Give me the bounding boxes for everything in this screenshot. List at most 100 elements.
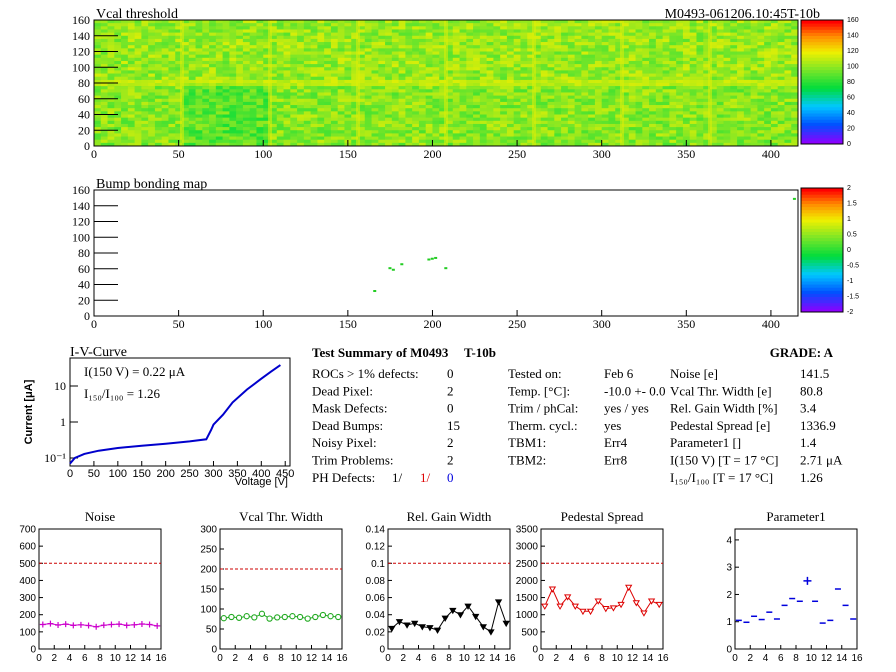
map1-pixel bbox=[459, 111, 467, 115]
map1-pixel bbox=[682, 29, 690, 33]
map1-pixel bbox=[229, 54, 237, 59]
map1-pixel bbox=[777, 89, 785, 93]
map1-pixel bbox=[161, 101, 169, 106]
map1-pixel bbox=[229, 114, 237, 118]
map1-pixel bbox=[398, 64, 406, 68]
map1-pixel bbox=[344, 76, 352, 81]
map1-pixel bbox=[100, 120, 108, 125]
map1-pixel bbox=[330, 73, 338, 77]
map1-pixel bbox=[364, 127, 372, 131]
map1-pixel bbox=[154, 73, 162, 77]
iv-ylabel: Current [μA] bbox=[23, 379, 35, 444]
map1-pixel bbox=[297, 48, 305, 52]
map1-pixel bbox=[628, 142, 636, 146]
map1-palette-band bbox=[801, 122, 843, 126]
map1-pixel bbox=[581, 29, 589, 33]
chart-point bbox=[47, 620, 54, 627]
map1-pixel bbox=[195, 142, 203, 146]
map2-xtick-label: 0 bbox=[91, 317, 97, 331]
map1-pixel bbox=[188, 20, 196, 24]
map1-pixel bbox=[581, 67, 589, 71]
map1-pixel bbox=[337, 123, 345, 128]
map1-pixel bbox=[317, 23, 325, 27]
map1-pixel bbox=[195, 73, 203, 77]
map1-pixel bbox=[385, 108, 393, 112]
map1-pixel bbox=[615, 23, 623, 27]
map1-pixel bbox=[791, 42, 798, 46]
map1-pixel bbox=[317, 45, 325, 49]
map1-pixel bbox=[784, 48, 792, 52]
map1-pixel bbox=[520, 105, 528, 109]
map1-pixel bbox=[330, 123, 338, 128]
map1-pixel bbox=[479, 35, 487, 40]
map1-pixel bbox=[459, 51, 467, 55]
map1-pixel bbox=[473, 51, 481, 55]
map1-pixel bbox=[459, 70, 467, 74]
summary-col3-value: 3.4 bbox=[800, 401, 817, 416]
map1-pixel bbox=[127, 89, 135, 93]
map1-pixel bbox=[561, 136, 569, 140]
map1-pixel bbox=[161, 111, 169, 115]
map1-pixel bbox=[141, 86, 149, 90]
map1-pixel bbox=[303, 51, 311, 55]
map1-pixel bbox=[215, 101, 223, 106]
map2-palette-label: 1.5 bbox=[847, 201, 857, 208]
map1-pixel bbox=[188, 89, 196, 93]
map1-pixel bbox=[486, 133, 494, 137]
map1-pixel bbox=[479, 127, 487, 131]
map1-pixel bbox=[337, 60, 345, 65]
chart-point bbox=[617, 601, 625, 609]
map1-pixel bbox=[486, 57, 494, 62]
map1-pixel bbox=[229, 70, 237, 74]
map1-pixel bbox=[195, 123, 203, 128]
map1-pixel bbox=[364, 45, 372, 49]
map1-pixel bbox=[371, 101, 379, 106]
map1-pixel bbox=[527, 29, 535, 33]
summary-col3-value: 80.8 bbox=[800, 383, 823, 398]
map1-pixel bbox=[662, 98, 670, 103]
chart-xtick-label: 0 bbox=[732, 653, 738, 664]
chart-point bbox=[556, 603, 564, 610]
map1-pixel bbox=[655, 117, 663, 122]
map1-pixel bbox=[791, 60, 798, 65]
map1-pixel bbox=[561, 95, 569, 100]
map1-pixel bbox=[703, 95, 711, 100]
map1-pixel bbox=[242, 23, 250, 27]
map1-pixel bbox=[100, 54, 108, 59]
map1-pixel bbox=[107, 139, 115, 144]
map1-pixel bbox=[141, 70, 149, 74]
map1-pixel bbox=[628, 136, 636, 140]
map1-pixel bbox=[784, 29, 792, 33]
map1-pixel bbox=[581, 101, 589, 106]
map1-palette-band bbox=[801, 20, 843, 24]
map1-pixel bbox=[276, 123, 284, 128]
map1-pixel bbox=[635, 45, 643, 49]
map1-pixel bbox=[256, 73, 264, 77]
map1-pixel bbox=[161, 133, 169, 137]
map1-pixel bbox=[493, 32, 501, 37]
map1-pixel bbox=[148, 45, 156, 49]
map1-pixel bbox=[263, 114, 271, 118]
map1-pixel bbox=[561, 45, 569, 49]
map1-pixel bbox=[540, 123, 548, 128]
map1-pixel bbox=[608, 139, 616, 144]
map1-pixel bbox=[446, 54, 454, 59]
map1-pixel bbox=[364, 20, 372, 24]
map1-pixel bbox=[175, 57, 183, 62]
map1-pixel bbox=[615, 42, 623, 46]
map1-pixel bbox=[405, 123, 413, 128]
map1-pixel bbox=[628, 89, 636, 93]
map1-pixel bbox=[500, 89, 508, 93]
map1-pixel bbox=[622, 70, 630, 74]
map1-pixel bbox=[412, 98, 420, 103]
map1-palette-band bbox=[801, 97, 843, 102]
map1-pixel bbox=[148, 54, 156, 59]
map1-pixel bbox=[716, 95, 724, 100]
summary-col2-value: yes / yes bbox=[604, 401, 649, 416]
map1-pixel bbox=[723, 139, 731, 144]
map1-pixel bbox=[757, 123, 765, 128]
map1-pixel bbox=[283, 51, 291, 55]
map1-pixel bbox=[114, 98, 122, 103]
map1-pixel bbox=[581, 76, 589, 81]
map1-pixel bbox=[148, 101, 156, 106]
